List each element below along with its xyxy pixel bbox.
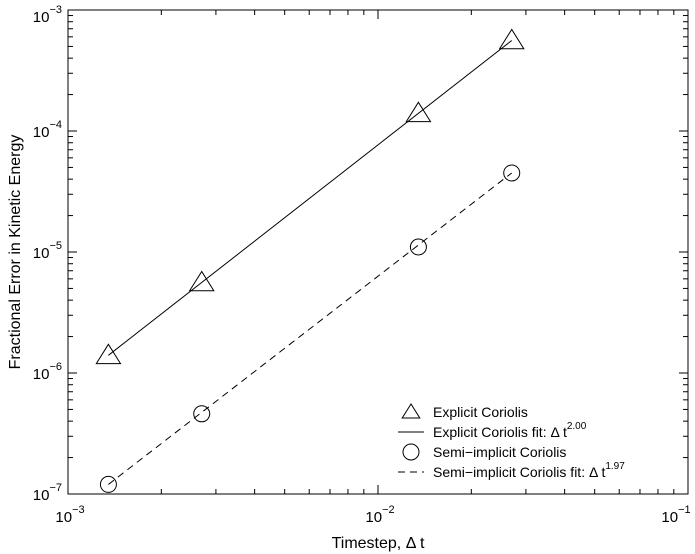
triangle-marker	[498, 28, 525, 50]
legend-label-text: Explicit Coriolis fit: Δ t	[433, 424, 567, 440]
tick-base: 10	[33, 124, 50, 141]
tick-base: 10	[33, 366, 50, 383]
tick-base: 10	[33, 245, 50, 262]
tick-exponent: −4	[49, 119, 62, 131]
legend-item: Explicit Coriolis	[401, 403, 528, 420]
triangle-marker	[405, 101, 432, 123]
y-tick-label: 10−3	[33, 4, 62, 26]
fit-line	[108, 172, 513, 485]
fit-line	[108, 40, 513, 356]
tick-base: 10	[661, 509, 678, 526]
x-tick-label: 10−3	[55, 504, 84, 526]
tick-exponent: −6	[49, 361, 62, 373]
x-tick-label: 10−1	[661, 504, 690, 526]
tick-exponent: −5	[49, 240, 62, 252]
legend-label: Explicit Coriolis fit: Δ t2.00	[433, 421, 587, 440]
circle-marker	[99, 475, 117, 493]
y-tick-label: 10−7	[33, 482, 62, 504]
legend-label-exponent: 2.00	[567, 421, 587, 432]
legend-item: Semi−implicit Coriolis fit: Δ t1.97	[398, 461, 625, 480]
legend-item: Explicit Coriolis fit: Δ t2.00	[398, 421, 587, 440]
legend-label-text: Semi−implicit Coriolis fit: Δ t	[433, 464, 605, 480]
plot-area	[67, 9, 689, 495]
series-layer	[95, 28, 525, 493]
circle-marker	[409, 238, 427, 256]
y-tick-label: 10−6	[33, 361, 62, 383]
tick-base: 10	[33, 9, 50, 26]
triangle-marker	[95, 343, 122, 365]
tick-exponent: −2	[382, 504, 395, 516]
y-tick-label: 10−4	[33, 119, 62, 141]
x-axis-ticks: 10−3 10−2 10−1	[55, 10, 691, 526]
tick-exponent: −1	[678, 504, 691, 516]
y-tick-label: 10−5	[33, 240, 62, 262]
legend-label: Semi−implicit Coriolis	[433, 444, 566, 460]
tick-exponent: −7	[49, 482, 62, 494]
legend-triangle-swatch	[401, 403, 421, 419]
legend-label: Semi−implicit Coriolis fit: Δ t1.97	[433, 461, 625, 480]
series-3	[108, 172, 513, 485]
legend-label-text: Semi−implicit Coriolis	[433, 444, 566, 460]
legend-label-exponent: 1.97	[605, 461, 625, 472]
series-1	[108, 40, 513, 356]
x-tick-label: 10−2	[365, 504, 394, 526]
triangle-marker	[188, 270, 215, 292]
legend-label: Explicit Coriolis	[433, 404, 528, 420]
tick-exponent: −3	[49, 4, 62, 16]
legend-item: Semi−implicit Coriolis	[402, 443, 566, 461]
x-axis-label: Timestep, Δ t	[332, 535, 425, 552]
y-axis-ticks: 10−710−610−510−410−3	[33, 4, 688, 504]
tick-exponent: −3	[72, 504, 85, 516]
y-axis-label: Fractional Error in Kinetic Energy	[7, 135, 24, 370]
tick-base: 10	[55, 509, 72, 526]
tick-base: 10	[365, 509, 382, 526]
circle-marker	[503, 164, 521, 182]
legend-label-text: Explicit Coriolis	[433, 404, 528, 420]
series-2	[99, 164, 521, 493]
series-0	[95, 28, 525, 365]
legend-circle-swatch	[402, 443, 420, 461]
tick-base: 10	[33, 487, 50, 504]
circle-marker	[193, 405, 211, 423]
